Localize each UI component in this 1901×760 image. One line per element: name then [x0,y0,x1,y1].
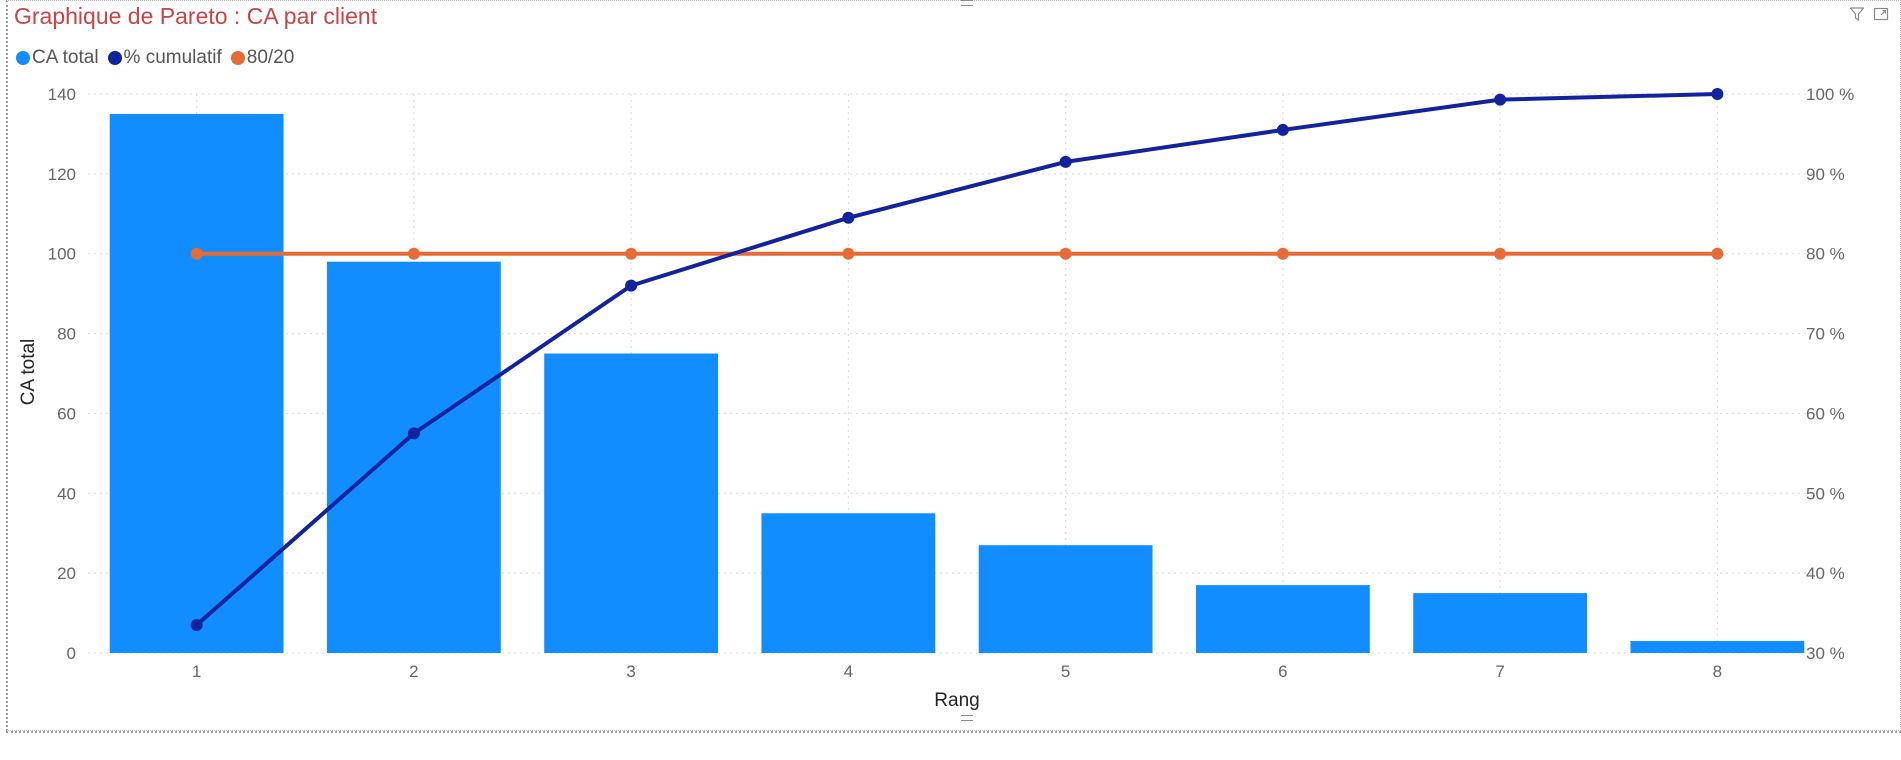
data-point [1711,88,1724,100]
x-axis-tick-label: 7 [1495,662,1504,681]
legend-item-80-20[interactable]: 80/20 [230,47,295,69]
chart-legend: CA total % cumulatif 80/20 [16,47,303,69]
bar [1195,585,1370,653]
x-axis-tick-label: 6 [1278,662,1287,681]
data-point [1059,247,1072,260]
data-point [1276,247,1289,260]
y2-axis-tick-label: 40 % [1806,564,1845,583]
legend-swatch [107,51,122,65]
y2-axis-tick-label: 90 % [1806,165,1845,184]
data-point [407,247,420,260]
x-axis-tick-label: 3 [626,662,635,681]
bar [544,353,719,653]
data-point [625,279,638,292]
filter-icon[interactable] [1849,6,1865,22]
data-point [842,211,855,224]
legend-label: CA total [32,47,99,68]
visual-header [1849,6,1889,22]
data-point [1494,247,1507,260]
y-axis-tick-label: 100 [48,245,76,264]
chart-title: Graphique de Pareto : CA par client [14,3,378,29]
bar [326,261,501,653]
lines [190,88,1724,632]
axes: 0 30 % 20 40 % 40 50 % 60 60 % 80 70 % 100 80 % 120 9… [48,85,1855,681]
x-axis-tick-label: 2 [409,662,418,681]
data-point [190,619,203,632]
data-point [1276,123,1289,136]
data-point [842,247,855,260]
y-axis-tick-label: 0 [67,644,76,663]
bar [978,545,1153,653]
data-point [1059,155,1072,168]
bar [109,113,284,653]
bars [109,113,1805,653]
y-axis-tick-label: 20 [57,564,76,583]
x-axis-tick-label: 1 [192,662,201,681]
data-point [1494,93,1507,106]
x-axis-title: Rang [934,690,979,711]
series-line [194,92,1720,628]
legend-label: % cumulatif [123,47,222,68]
data-point [625,247,638,260]
y-axis-tick-label: 140 [48,85,76,104]
bar [1630,641,1805,653]
x-axis-tick-label: 8 [1713,662,1722,681]
legend-item-ca-total[interactable]: CA total [16,47,99,69]
focus-mode-icon[interactable] [1873,6,1889,22]
x-axis-tick-label: 4 [844,662,853,681]
legend-swatch [16,51,30,65]
data-point [407,427,420,440]
y2-axis-tick-label: 70 % [1806,325,1845,344]
y2-axis-tick-label: 60 % [1806,404,1845,423]
resize-handle-bottom[interactable] [961,715,973,721]
bar [1413,593,1588,653]
bar [761,513,936,653]
y2-axis-tick-label: 100 % [1806,85,1854,104]
legend-item-cumulative[interactable]: % cumulatif [107,47,222,69]
y2-axis-tick-label: 50 % [1806,484,1845,503]
x-axis-tick-label: 5 [1061,662,1070,681]
canvas-border [6,731,1901,733]
legend-swatch [230,51,245,65]
y-axis-tick-label: 80 [57,325,76,344]
y-axis-title: CA total [18,339,39,406]
resize-handle-top[interactable] [961,0,973,6]
data-point [1711,247,1724,260]
y-axis-tick-label: 40 [57,484,76,503]
data-point [190,247,203,260]
y2-axis-tick-label: 80 % [1806,245,1845,264]
legend-label: 80/20 [246,47,295,68]
y-axis-tick-label: 120 [48,165,76,184]
y2-axis-tick-label: 30 % [1806,644,1845,663]
y-axis-tick-label: 60 [57,404,76,423]
